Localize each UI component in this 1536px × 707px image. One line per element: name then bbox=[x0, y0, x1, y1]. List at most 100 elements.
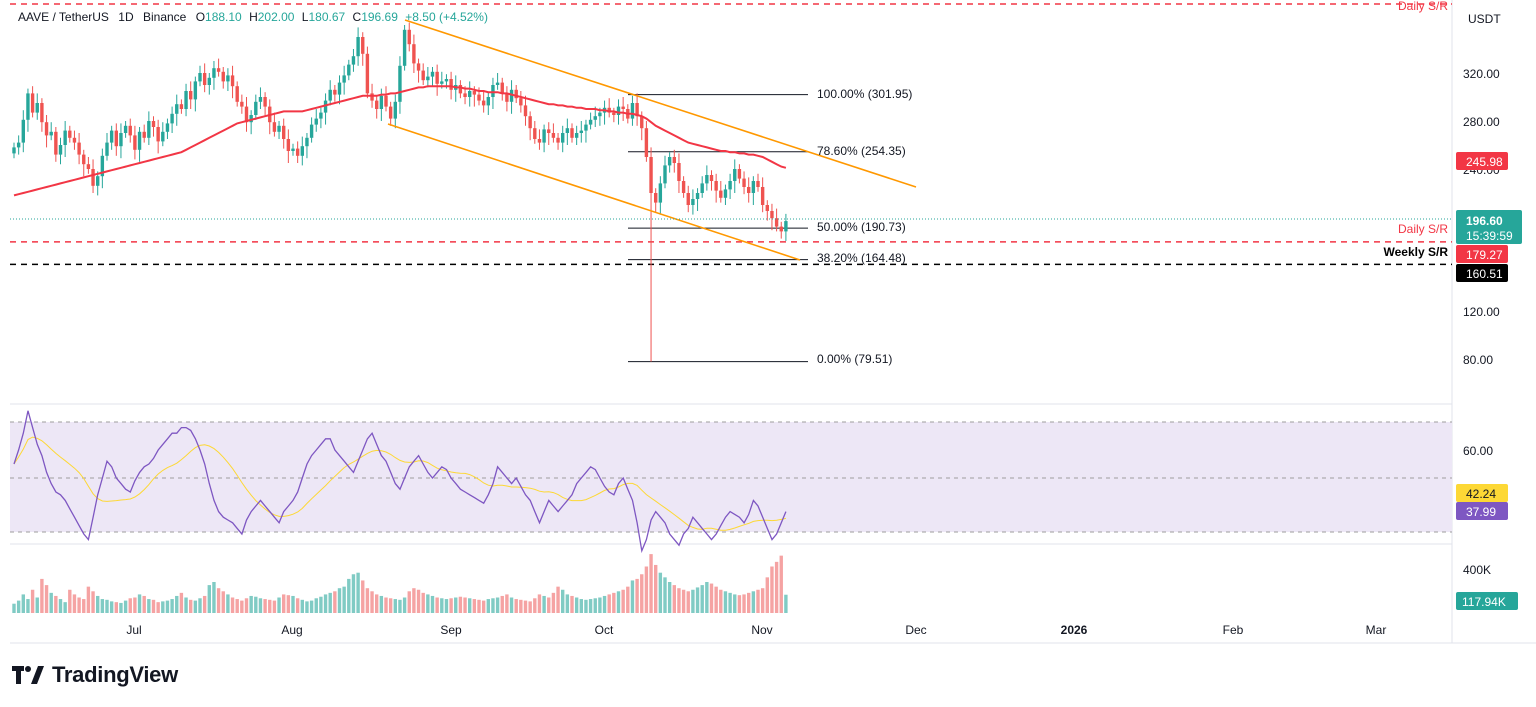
candle-body bbox=[705, 175, 709, 184]
candle-body bbox=[774, 218, 779, 227]
candle-body bbox=[407, 29, 411, 45]
volume-bar bbox=[779, 555, 783, 613]
candle-body bbox=[35, 103, 39, 113]
volume-bar bbox=[593, 598, 597, 613]
candle-body bbox=[63, 130, 67, 145]
candle-body bbox=[449, 79, 453, 90]
candle-body bbox=[728, 181, 732, 190]
volume-bar bbox=[393, 599, 397, 613]
volume-bar bbox=[21, 594, 25, 613]
volume-bar bbox=[481, 600, 486, 613]
volume-bar bbox=[709, 583, 714, 613]
candle-body bbox=[765, 205, 769, 211]
candle-body bbox=[26, 93, 30, 120]
rsi-ma-badge bbox=[1456, 484, 1508, 502]
volume-bar bbox=[607, 594, 611, 613]
volume-bar bbox=[16, 600, 21, 613]
tradingview-logo[interactable]: TradingView bbox=[12, 660, 178, 690]
candle-body bbox=[240, 101, 244, 107]
volume-bar bbox=[202, 595, 207, 613]
low-value: 180.67 bbox=[308, 10, 345, 24]
candle-body bbox=[58, 145, 63, 155]
candle-body bbox=[170, 113, 174, 124]
volume-bar bbox=[449, 598, 453, 613]
candle-body bbox=[658, 183, 663, 203]
candle-body bbox=[147, 121, 151, 138]
volume-bar bbox=[444, 599, 449, 613]
volume-bar bbox=[170, 599, 174, 613]
volume-bar bbox=[328, 592, 332, 613]
candle-body bbox=[375, 100, 379, 109]
volume-bar bbox=[286, 595, 291, 613]
candle-body bbox=[72, 137, 77, 143]
volume-bar bbox=[574, 597, 579, 613]
fib-label-50: 50.00% (190.73) bbox=[817, 220, 906, 234]
volume-bar bbox=[495, 597, 500, 613]
candle-body bbox=[621, 106, 625, 109]
volume-bar bbox=[728, 592, 732, 613]
candle-body bbox=[202, 73, 207, 85]
candle-body bbox=[444, 79, 449, 82]
volume-bar bbox=[137, 594, 142, 613]
volume-bar bbox=[347, 578, 351, 613]
volume-bar bbox=[356, 572, 360, 613]
volume-bar bbox=[54, 595, 58, 613]
rsi-tick: 60.00 bbox=[1463, 444, 1493, 458]
candle-body bbox=[96, 176, 100, 186]
candle-body bbox=[505, 93, 509, 102]
volume-bar bbox=[770, 566, 774, 613]
volume-bar bbox=[282, 594, 286, 613]
volume-bar bbox=[667, 582, 672, 613]
rsi-band bbox=[10, 422, 1452, 532]
low-label: L bbox=[302, 10, 309, 24]
volume-bar bbox=[277, 597, 281, 613]
time-label: Oct bbox=[595, 623, 614, 637]
candle-body bbox=[737, 169, 742, 179]
change-value: +8.50 (+4.52%) bbox=[405, 10, 488, 24]
candle-body bbox=[412, 44, 416, 64]
rsi-line bbox=[13, 410, 787, 554]
volume-bar bbox=[91, 591, 95, 613]
volume-bar bbox=[309, 600, 314, 613]
volume-bar bbox=[584, 599, 588, 613]
volume-bar bbox=[556, 586, 560, 613]
volume-bar bbox=[714, 586, 718, 613]
candle-body bbox=[109, 130, 114, 143]
volume-bar bbox=[644, 566, 649, 613]
volume-bar bbox=[565, 594, 570, 613]
volume-bar bbox=[435, 597, 439, 613]
candle-body bbox=[54, 131, 58, 155]
volume-bar bbox=[77, 597, 81, 613]
symbol-name: AAVE / TetherUS bbox=[18, 10, 109, 24]
volume-bar bbox=[258, 598, 263, 613]
volume-bar bbox=[230, 597, 235, 613]
candle-body bbox=[370, 93, 374, 101]
candle-body bbox=[630, 103, 635, 119]
candle-body bbox=[733, 169, 737, 181]
candle-body bbox=[649, 157, 653, 193]
volume-bar bbox=[40, 578, 44, 613]
volume-bar bbox=[68, 589, 72, 613]
volume-bar bbox=[100, 599, 105, 613]
candle-body bbox=[561, 133, 565, 143]
candle-body bbox=[481, 100, 486, 106]
candle-body bbox=[700, 183, 704, 193]
volume-bar bbox=[760, 588, 765, 613]
candle-body bbox=[305, 137, 309, 147]
volume-bar bbox=[491, 598, 495, 613]
ma-value-badge bbox=[1456, 152, 1508, 170]
volume-bar bbox=[681, 589, 686, 613]
volume-bar bbox=[305, 601, 309, 613]
candle-body bbox=[607, 107, 611, 113]
volume-bar bbox=[598, 597, 602, 613]
volume-bar bbox=[765, 577, 769, 613]
volume-bar bbox=[35, 597, 39, 613]
interval: 1D bbox=[118, 10, 134, 24]
candle-body bbox=[258, 97, 263, 102]
time-label: 2026 bbox=[1061, 623, 1088, 637]
volume-bar bbox=[747, 592, 751, 613]
candle-body bbox=[472, 91, 477, 95]
weekly-sr-badge bbox=[1456, 264, 1508, 282]
candle-body bbox=[435, 71, 439, 84]
